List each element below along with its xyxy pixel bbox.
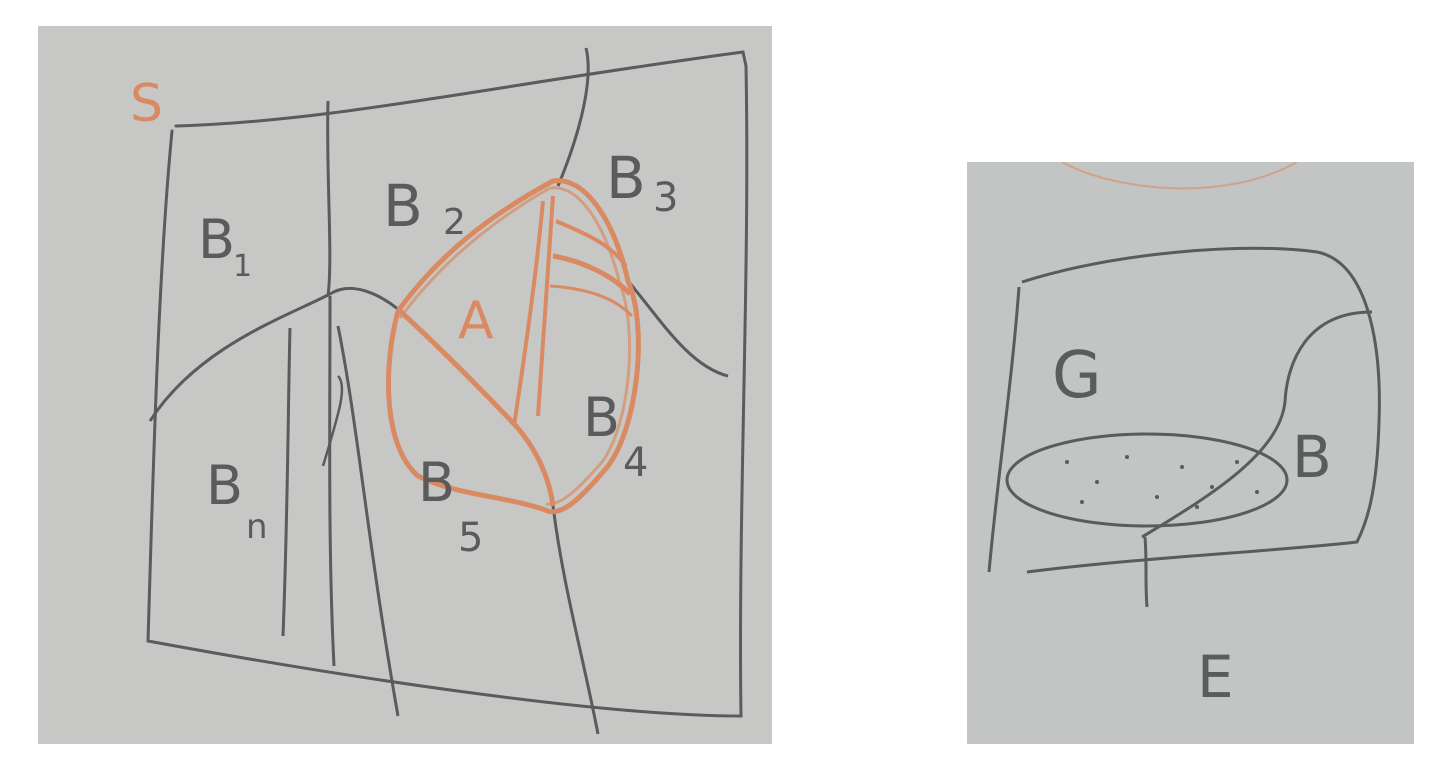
- region-subscript: 2: [443, 202, 466, 243]
- partition-sketch: S B 1 B 2 B 3 B 4 B 5 B n: [38, 26, 772, 744]
- highlight-vertical: [512, 200, 545, 427]
- region-label-b4: B 4: [583, 386, 648, 486]
- dot: [1065, 460, 1069, 464]
- partition-curve-b5-left: [336, 325, 400, 717]
- boundary-e-marker: [1143, 536, 1149, 608]
- region-letter: B: [418, 451, 455, 514]
- region-label-b5: B 5: [418, 451, 483, 561]
- dot: [1255, 490, 1259, 494]
- set-g-left-edge: [987, 286, 1021, 573]
- set-s-label: S: [130, 74, 163, 134]
- partition-curve-bn-left: [281, 327, 292, 637]
- subset-b-region: [1005, 432, 1289, 528]
- region-letter: B: [198, 208, 235, 271]
- paper-background: [38, 26, 772, 744]
- paper-background: [967, 162, 1414, 744]
- dot: [1235, 460, 1239, 464]
- subset-sketch-panel: G B E: [967, 162, 1414, 744]
- region-subscript: 3: [653, 175, 678, 221]
- highlight-vertical-two: [536, 195, 555, 417]
- set-g-boundary: [1021, 246, 1381, 574]
- highlight-set-a-boundary: [386, 178, 641, 515]
- highlight-set-a-label: A: [458, 291, 494, 351]
- highlight-diagonal: [398, 309, 556, 507]
- region-subscript: 1: [233, 249, 252, 284]
- dot: [1195, 505, 1199, 509]
- region-letter: B: [383, 172, 423, 240]
- set-s-boundary: [146, 50, 749, 718]
- partition-curve-small-arc: [321, 375, 344, 467]
- region-subscript: 5: [458, 515, 483, 561]
- dot: [1125, 455, 1129, 459]
- orange-arc-fragment: [1061, 162, 1298, 190]
- subset-sketch: G B E: [967, 162, 1414, 744]
- highlight-hatch-one: [555, 219, 628, 268]
- partition-curve-bn-right: [328, 295, 336, 667]
- partition-sketch-panel: S B 1 B 2 B 3 B 4 B 5 B n: [38, 26, 772, 744]
- dot: [1080, 500, 1084, 504]
- region-letter: B: [206, 454, 243, 517]
- dot: [1155, 495, 1159, 499]
- region-label-b3: B 3: [606, 144, 678, 221]
- highlight-hatch-three: [549, 284, 634, 318]
- dot: [1180, 465, 1184, 469]
- dot: [1095, 480, 1099, 484]
- partition-curve-horizontal: [148, 287, 412, 422]
- region-letter: B: [606, 144, 646, 212]
- region-letter: B: [583, 386, 620, 449]
- highlight-hatch-two: [552, 253, 632, 296]
- partition-curve-top-vertical: [556, 47, 590, 187]
- boundary-e-label: E: [1197, 643, 1234, 711]
- partition-curve-bottom-vertical: [551, 505, 600, 735]
- region-label-b2: B 2: [383, 172, 466, 243]
- region-label-bn: B n: [206, 454, 268, 547]
- subset-b-dots: [1065, 455, 1259, 509]
- region-label-b1: B 1: [198, 208, 252, 284]
- region-subscript: 4: [623, 440, 648, 486]
- highlight-set-a-overstroke: [398, 186, 632, 506]
- subset-b-curve: [1141, 310, 1373, 539]
- partition-curve-b1-b2: [326, 100, 332, 297]
- dot: [1210, 485, 1214, 489]
- region-subscript: n: [246, 507, 268, 547]
- subset-b-label: B: [1292, 423, 1332, 491]
- set-g-label: G: [1052, 339, 1102, 413]
- partition-curve-b3-b4: [626, 280, 729, 378]
